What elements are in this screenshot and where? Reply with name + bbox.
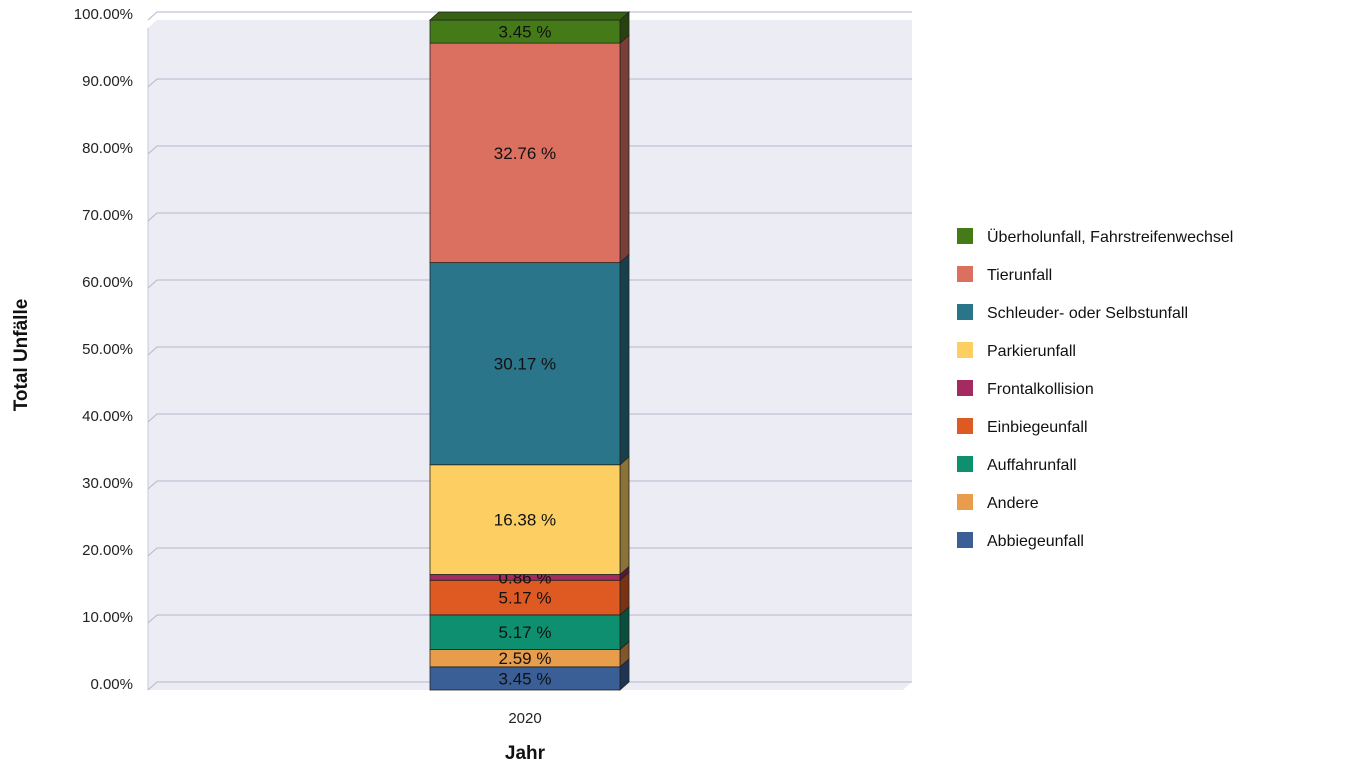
legend: Überholunfall, Fahrstreifenwechsel Tierun… [957,228,1233,550]
data-label: 2.59 % [499,649,552,668]
data-label: 16.38 % [494,511,556,530]
legend-label: Frontalkollision [987,381,1094,398]
legend-swatch [957,532,973,548]
legend-item: Schleuder- oder Selbstunfall [957,304,1188,322]
y-tick-label: 70.00% [82,207,133,224]
y-tick-label: 20.00% [82,542,133,559]
legend-swatch [957,494,973,510]
data-label: 30.17 % [494,355,556,374]
legend-label: Auffahrunfall [987,457,1077,474]
bar-stack: 3.45 %2.59 %5.17 %5.17 %0.86 %16.38 %30.… [428,11,631,691]
gridline [147,413,912,423]
bar-segment-side [619,34,630,264]
gridline [147,614,912,624]
legend-swatch [957,456,973,472]
y-axis-title: Total Unfälle [11,299,32,412]
x-axis-ticks: 2020 [508,710,541,727]
y-tick-label: 80.00% [82,140,133,157]
legend-swatch [957,266,973,282]
gridline [147,279,912,289]
gridline [147,480,912,490]
data-label: 3.45 % [499,23,552,42]
data-label: 32.76 % [494,144,556,163]
gridline [147,346,912,356]
data-label: 5.17 % [499,589,552,608]
bar-segment-side [619,253,630,466]
bar-segment [429,262,621,466]
gridline [147,11,912,21]
gridline [147,547,912,557]
gridline [147,145,912,155]
bar-segment [429,579,621,616]
data-label: 5.17 % [499,623,552,642]
legend-item: Andere [957,494,1039,512]
legend-label: Einbiegeunfall [987,419,1088,436]
gridline [147,78,912,88]
bar-segment [429,42,621,264]
legend-swatch [957,418,973,434]
gridlines [147,11,912,691]
legend-swatch [957,380,973,396]
y-tick-label: 40.00% [82,408,133,425]
legend-label: Schleuder- oder Selbstunfall [987,305,1188,322]
y-tick-label: 60.00% [82,274,133,291]
y-tick-label: 10.00% [82,609,133,626]
y-tick-label: 50.00% [82,341,133,358]
legend-swatch [957,228,973,244]
data-label: 3.45 % [499,669,552,688]
y-tick-label: 0.00% [90,676,133,693]
legend-item: Tierunfall [957,266,1052,284]
y-axis-ticks: 0.00% 10.00% 20.00% 30.00% 40.00% 50.00% 60.00… [74,6,133,693]
bar-segment [429,464,621,575]
legend-label: Abbiegeunfall [987,533,1084,550]
legend-label: Parkierunfall [987,343,1076,360]
legend-label: Überholunfall, Fahrstreifenwechsel [987,228,1233,246]
legend-label: Tierunfall [987,267,1052,284]
legend-swatch [957,304,973,320]
legend-item: Einbiegeunfall [957,418,1088,436]
x-tick-label: 2020 [508,710,541,727]
y-tick-label: 100.00% [74,6,133,23]
legend-label: Andere [987,495,1039,512]
legend-item: Frontalkollision [957,380,1094,398]
legend-item: Auffahrunfall [957,456,1077,474]
legend-item: Abbiegeunfall [957,532,1084,550]
gridline [147,681,912,691]
x-axis-title: Jahr [505,743,546,764]
y-tick-label: 30.00% [82,475,133,492]
legend-item: Überholunfall, Fahrstreifenwechsel [957,228,1233,246]
gridline [147,212,912,222]
legend-item: Parkierunfall [957,342,1076,360]
y-tick-label: 90.00% [82,73,133,90]
legend-swatch [957,342,973,358]
bar-segment [429,614,621,650]
bar-segment-side [619,455,630,576]
bar-top-face [428,11,631,21]
